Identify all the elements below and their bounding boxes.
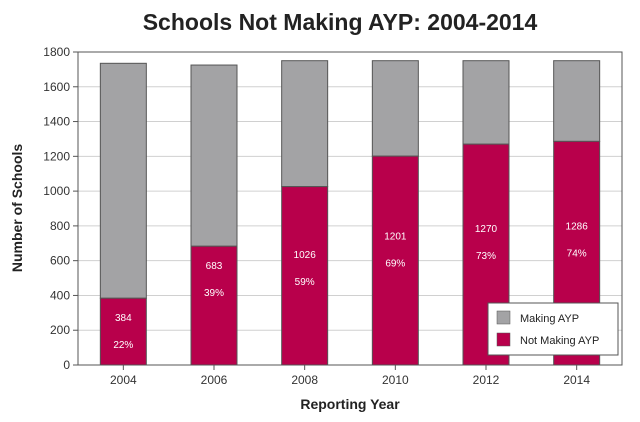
legend: Making AYP Not Making AYP [487, 302, 619, 356]
data-label-percent: 69% [385, 259, 405, 270]
data-label-percent: 39% [204, 288, 224, 299]
x-tick-label: 2008 [291, 373, 318, 387]
bar-making-ayp [371, 60, 419, 157]
x-tick-label: 2010 [382, 373, 409, 387]
y-tick-label: 0 [63, 358, 70, 372]
x-tick-label: 2004 [110, 373, 137, 387]
data-label-percent: 74% [567, 248, 587, 259]
data-label-percent: 59% [295, 277, 315, 288]
y-axis-label: Number of Schools [9, 144, 25, 273]
data-label-value: 384 [115, 313, 132, 324]
data-label-percent: 73% [476, 251, 496, 262]
x-tick-label: 2014 [563, 373, 590, 387]
x-tick-label: 2012 [473, 373, 500, 387]
bar-not-making-ayp [371, 155, 419, 366]
plot-area-border [77, 51, 623, 366]
data-label-value: 1270 [475, 224, 498, 235]
bar-not-making-ayp [190, 245, 238, 366]
legend-label-not-making-ayp: Not Making AYP [520, 335, 599, 347]
legend-label-making-ayp: Making AYP [520, 313, 579, 325]
gridlines [78, 86, 622, 331]
x-axis-ticks: 2004 2006 2008 2010 2012 2014 [110, 365, 590, 387]
bar-making-ayp [190, 64, 238, 247]
data-label-value: 1026 [294, 250, 317, 261]
y-tick-label: 1400 [43, 115, 70, 129]
y-tick-label: 1600 [43, 80, 70, 94]
data-label-value: 1286 [566, 221, 589, 232]
y-tick-label: 800 [50, 219, 70, 233]
y-tick-label: 1200 [43, 149, 70, 163]
bar-making-ayp [281, 60, 329, 188]
data-label-value: 1201 [384, 232, 407, 243]
chart-title: Schools Not Making AYP: 2004-2014 [143, 9, 538, 35]
legend-swatch-making-ayp [496, 310, 511, 325]
x-tick-label: 2006 [201, 373, 228, 387]
bars: 384 22% 683 39% 1026 59% 1201 69% 1270 73% 1286 74% [99, 60, 601, 366]
x-axis-label: Reporting Year [300, 396, 400, 412]
data-label-percent: 22% [113, 340, 133, 351]
bar-not-making-ayp [99, 297, 147, 366]
bar-making-ayp [553, 60, 601, 142]
data-label-value: 683 [206, 261, 223, 272]
y-axis-ticks: 0 200 400 600 800 1000 1200 1400 1600 1800 [43, 45, 78, 372]
legend-swatch-not-making-ayp [496, 332, 511, 347]
y-tick-label: 600 [50, 254, 70, 268]
y-tick-label: 1000 [43, 184, 70, 198]
y-tick-label: 400 [50, 288, 70, 302]
bar-not-making-ayp [281, 186, 329, 366]
bar-making-ayp [99, 62, 147, 299]
y-tick-label: 1800 [43, 45, 70, 59]
y-tick-label: 200 [50, 323, 70, 337]
bar-making-ayp [462, 60, 510, 145]
